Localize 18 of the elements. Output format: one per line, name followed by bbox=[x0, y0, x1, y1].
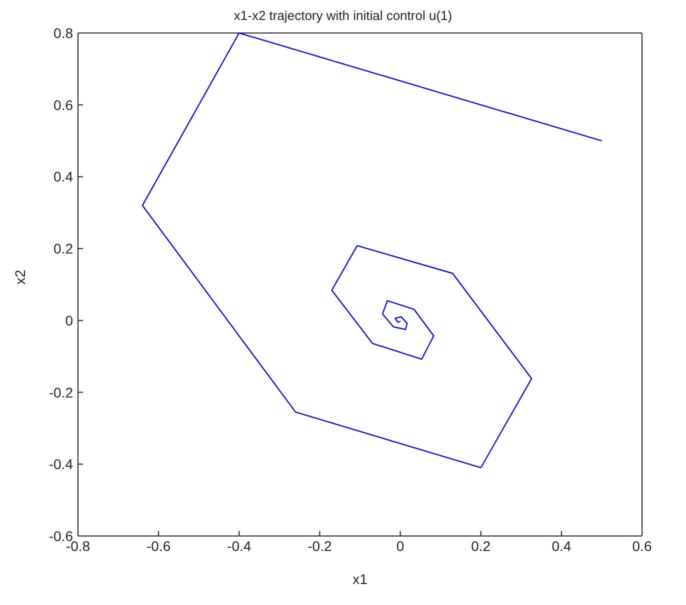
y-axis-title: x2 bbox=[12, 270, 28, 284]
y-tick-label: 0 bbox=[65, 312, 74, 328]
x-tick-label: 0 bbox=[396, 538, 404, 554]
line-series bbox=[142, 33, 602, 468]
y-tick-label: 0.8 bbox=[54, 24, 74, 41]
y-tick-label: -0.4 bbox=[48, 456, 74, 472]
y-tick-label: 0.2 bbox=[54, 240, 74, 257]
x-tick-label: -0.4 bbox=[227, 538, 252, 554]
x-tick-label: 0.6 bbox=[632, 538, 652, 554]
x-tick-label: 0.2 bbox=[471, 538, 491, 554]
y-tick-label: 0.6 bbox=[54, 96, 74, 113]
y-tick-label: -0.2 bbox=[48, 384, 74, 400]
x-tick-label: -0.6 bbox=[146, 538, 171, 554]
y-tick-label: 0.4 bbox=[54, 168, 74, 185]
x-tick-label: 0.4 bbox=[552, 538, 572, 554]
x-axis-title: x1 bbox=[352, 571, 368, 587]
chart-title: x1-x2 trajectory with initial control u(1) bbox=[232, 8, 454, 25]
x-tick-label: -0.2 bbox=[308, 538, 332, 554]
